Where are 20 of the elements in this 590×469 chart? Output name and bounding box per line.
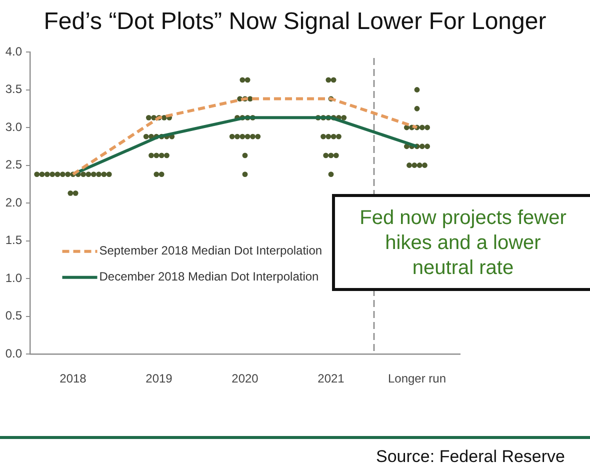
legend-label: September 2018 Median Dot Interpolation (99, 244, 322, 258)
y-tick-label: 0.5 (5, 308, 22, 323)
y-tick-label: 1.5 (5, 233, 22, 248)
x-tick-label: 2018 (60, 372, 87, 386)
chart-title: Fed’s “Dot Plots” Now Signal Lower For Longer (42, 8, 548, 36)
y-tick-label: 3.5 (5, 82, 22, 96)
x-tick-label: 2021 (318, 372, 345, 386)
y-tick-label: 2.0 (5, 195, 22, 210)
legend-label: December 2018 Median Dot Interpolation (99, 270, 319, 284)
annotation: Fed now projects fewer hikes and a lower neutral rate (332, 194, 590, 291)
x-tick-label: 2020 (232, 372, 259, 386)
source-note: Source: Federal Reserve (376, 447, 565, 467)
y-tick-label: 0.0 (5, 346, 22, 360)
y-tick-label: 4.0 (5, 44, 22, 58)
x-tick-label: Longer run (388, 372, 446, 386)
x-tick-label: 2019 (146, 372, 173, 386)
y-tick-label: 2.5 (5, 158, 22, 172)
y-tick-label: 1.0 (5, 270, 22, 285)
y-tick-label: 3.0 (5, 120, 22, 134)
line-series (72, 97, 418, 176)
